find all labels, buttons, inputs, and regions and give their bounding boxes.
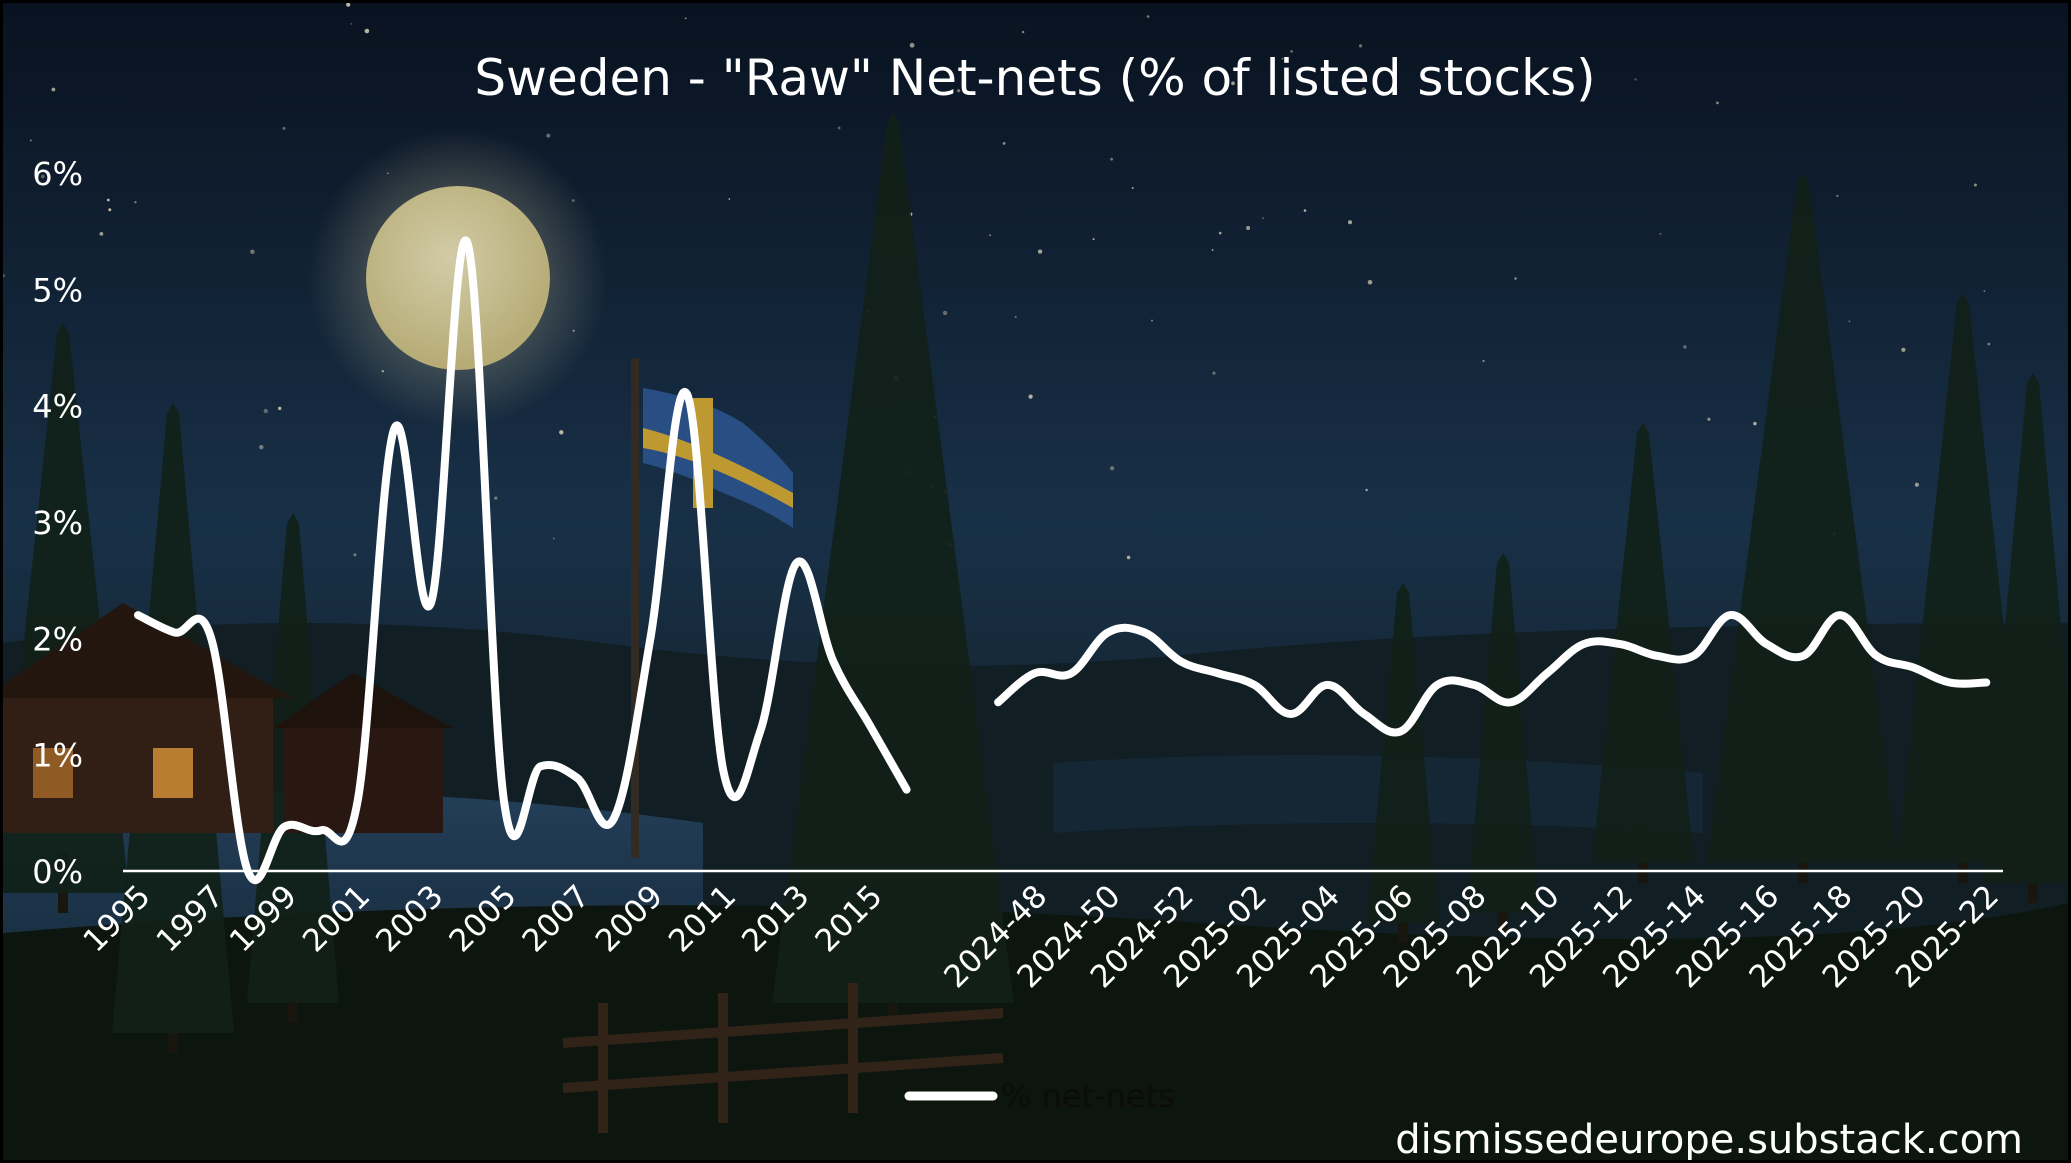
chart-title: Sweden - "Raw" Net-nets (% of listed sto… bbox=[474, 49, 1595, 107]
line-chart: Sweden - "Raw" Net-nets (% of listed sto… bbox=[3, 3, 2068, 1160]
series-line-segment-1 bbox=[134, 236, 911, 885]
y-tick-label: 3% bbox=[32, 504, 83, 542]
series-lines bbox=[134, 236, 1991, 885]
pine-tree-icon bbox=[1467, 553, 1539, 933]
pine-tree-icon bbox=[772, 113, 1014, 1023]
y-tick-label: 0% bbox=[32, 853, 83, 891]
pine-tree-icon bbox=[1982, 373, 2068, 903]
river bbox=[1053, 755, 1703, 833]
fence bbox=[562, 983, 1004, 1133]
foreground-grass bbox=[3, 903, 2068, 1160]
y-tick-label: 5% bbox=[32, 271, 83, 309]
y-tick-label: 4% bbox=[32, 388, 83, 426]
night-landscape-background bbox=[3, 3, 2068, 1160]
y-tick-label: 2% bbox=[32, 620, 83, 658]
y-axis: 0% 1% 2% 3% 4% 5% 6% bbox=[32, 155, 83, 891]
y-tick-label: 6% bbox=[32, 155, 83, 193]
legend-label: % net-nets bbox=[1001, 1077, 1175, 1115]
pine-tree-icon bbox=[1367, 583, 1439, 943]
pine-tree-icon bbox=[1707, 173, 1899, 883]
pine-trees bbox=[3, 113, 2068, 1053]
pine-tree-icon bbox=[1897, 293, 2029, 883]
series-line-segment-2 bbox=[994, 611, 1991, 737]
watermark: dismissedeurope.substack.com bbox=[1395, 1117, 2023, 1160]
swedish-flag-icon bbox=[631, 358, 793, 858]
legend[interactable]: % net-nets bbox=[904, 1077, 1175, 1115]
y-tick-label: 1% bbox=[32, 737, 83, 775]
pine-tree-icon bbox=[1592, 423, 1694, 883]
